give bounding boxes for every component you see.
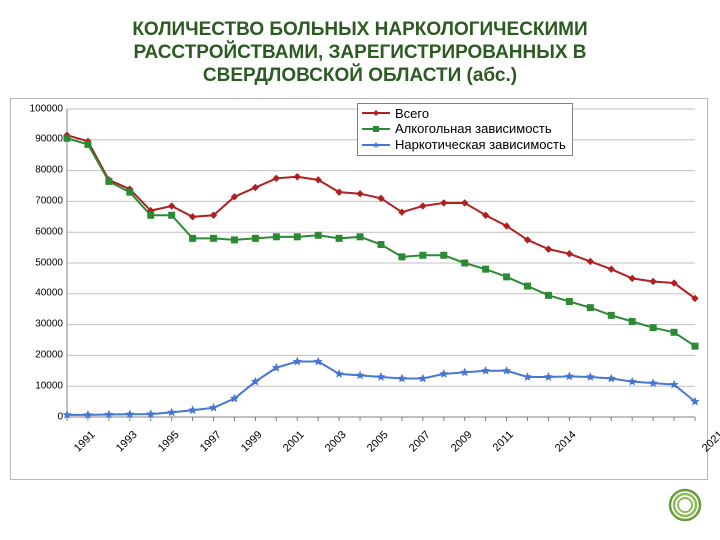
y-tick-label: 0	[57, 411, 63, 422]
y-tick-label: 30000	[35, 319, 63, 330]
y-tick-label: 20000	[35, 349, 63, 360]
y-tick-label: 10000	[35, 380, 63, 391]
legend-swatch	[362, 139, 390, 151]
legend-swatch	[362, 123, 390, 135]
legend-label: Наркотическая зависимость	[395, 137, 566, 153]
y-tick-label: 40000	[35, 288, 63, 299]
corner-badge-icon	[668, 488, 702, 522]
legend-item: Алкогольная зависимость	[362, 121, 566, 137]
legend-item: Всего	[362, 106, 566, 122]
y-tick-label: 100000	[30, 103, 63, 114]
legend-item: Наркотическая зависимость	[362, 137, 566, 153]
chart-container: ВсегоАлкогольная зависимостьНаркотическа…	[10, 98, 708, 480]
chart-legend: ВсегоАлкогольная зависимостьНаркотическа…	[357, 103, 573, 157]
y-tick-label: 50000	[35, 257, 63, 268]
y-tick-label: 70000	[35, 195, 63, 206]
y-tick-label: 60000	[35, 226, 63, 237]
title-line-1: КОЛИЧЕСТВО БОЛЬНЫХ НАРКОЛОГИЧЕСКИМИ	[30, 18, 690, 41]
legend-label: Алкогольная зависимость	[395, 121, 552, 137]
title-line-2: РАССТРОЙСТВАМИ, ЗАРЕГИСТРИРОВАННЫХ В	[30, 41, 690, 64]
legend-label: Всего	[395, 106, 429, 122]
y-tick-label: 90000	[35, 134, 63, 145]
legend-swatch	[362, 107, 390, 119]
slide-title: КОЛИЧЕСТВО БОЛЬНЫХ НАРКОЛОГИЧЕСКИМИ РАСС…	[0, 18, 720, 88]
title-line-3: СВЕРДЛОВСКОЙ ОБЛАСТИ (абс.)	[30, 64, 690, 87]
y-tick-label: 80000	[35, 165, 63, 176]
